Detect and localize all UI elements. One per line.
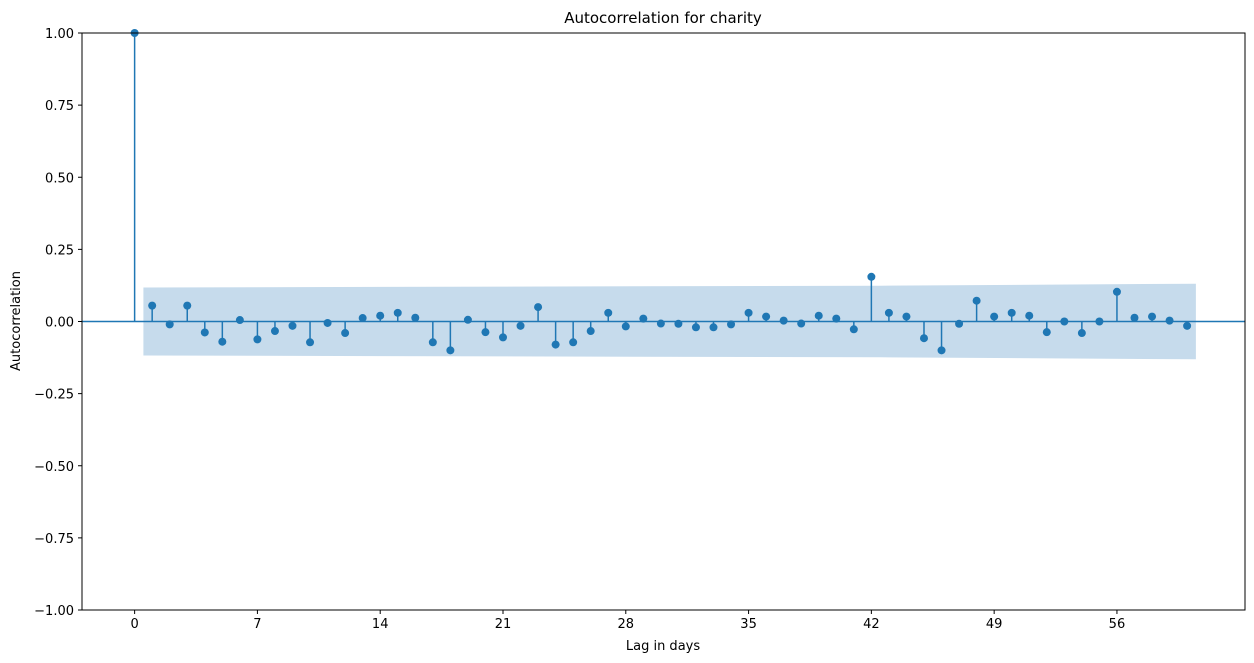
stem-marker <box>1042 328 1051 337</box>
stem-marker <box>990 312 999 321</box>
stem-marker <box>148 301 157 310</box>
x-axis-label: Lag in days <box>626 639 700 654</box>
stem-marker <box>516 321 525 330</box>
stem-marker <box>604 308 613 317</box>
y-tick-label: −0.75 <box>34 532 74 547</box>
y-tick-label: 0.75 <box>45 99 74 114</box>
stem-marker <box>393 308 402 317</box>
stem-marker <box>937 346 946 355</box>
stem-marker <box>498 333 507 342</box>
y-axis-label: Autocorrelation <box>9 271 24 371</box>
x-tick-label: 14 <box>372 617 389 632</box>
y-tick-label: 0.00 <box>45 316 74 331</box>
stem-marker <box>639 314 648 323</box>
axes: 0 7 14 21 28 35 42 49 56 1.00 0.75 0.50 0.25 0.00 −0.2… <box>34 27 1246 632</box>
stem-marker <box>1130 313 1139 322</box>
stem-marker <box>674 319 683 328</box>
stem-marker <box>797 319 806 328</box>
stem-marker <box>446 346 455 355</box>
stem-marker <box>814 311 823 320</box>
stem-marker <box>744 308 753 317</box>
stem-marker <box>727 320 736 329</box>
y-tick-label: 1.00 <box>45 27 74 42</box>
stem-marker <box>1060 317 1069 326</box>
x-tick-label: 49 <box>986 617 1003 632</box>
stem-marker <box>955 319 964 328</box>
stem-marker <box>621 322 630 331</box>
y-tick-label: 0.50 <box>45 171 74 186</box>
x-tick-label: 42 <box>863 617 880 632</box>
stem-marker <box>1165 316 1174 325</box>
x-tick-label: 21 <box>495 617 512 632</box>
stem-marker <box>884 308 893 317</box>
stem-marker <box>709 323 718 332</box>
x-tick-label: 35 <box>740 617 757 632</box>
stem-marker <box>481 328 490 337</box>
stem-marker <box>586 327 595 336</box>
y-tick-label: −1.00 <box>34 604 74 619</box>
stem-marker <box>832 314 841 323</box>
stem-marker <box>902 312 911 321</box>
stem-marker <box>972 296 981 305</box>
stem-marker <box>849 325 858 334</box>
stem-marker <box>551 340 560 349</box>
stem-marker <box>288 321 297 330</box>
stem-marker <box>534 303 543 312</box>
stem-marker <box>1025 311 1034 320</box>
stem-marker <box>1112 287 1121 296</box>
stem-marker <box>656 319 665 328</box>
stem-marker <box>867 272 876 281</box>
stem-marker <box>1148 312 1157 321</box>
stem-marker <box>919 334 928 343</box>
stem-marker <box>253 335 262 344</box>
stem-marker <box>463 315 472 324</box>
stem-marker <box>358 314 367 323</box>
stem-marker <box>762 312 771 321</box>
stem-marker <box>376 311 385 320</box>
stem-marker <box>1007 308 1016 317</box>
stem-marker <box>165 320 174 329</box>
stem-marker <box>779 316 788 325</box>
y-tick-label: 0.25 <box>45 243 74 258</box>
x-tick-label: 56 <box>1109 617 1126 632</box>
stem-marker <box>411 313 420 322</box>
stem-marker <box>428 338 437 347</box>
stem-marker <box>235 316 244 325</box>
stem-marker <box>218 337 227 346</box>
stem-marker <box>200 328 209 337</box>
stem-marker <box>341 329 350 338</box>
stem-marker <box>323 318 332 327</box>
x-tick-label: 0 <box>130 617 138 632</box>
stems <box>82 29 1245 355</box>
stem-marker <box>1077 329 1086 338</box>
stem-marker <box>306 338 315 347</box>
stem-marker <box>183 301 192 310</box>
x-tick-label: 7 <box>253 617 261 632</box>
y-tick-label: −0.50 <box>34 460 74 475</box>
chart-title: Autocorrelation for charity <box>564 9 762 27</box>
stem-marker <box>1095 317 1104 326</box>
stem-marker <box>569 338 578 347</box>
y-tick-label: −0.25 <box>34 388 74 403</box>
stem-marker <box>691 323 700 332</box>
stem-marker <box>270 327 279 336</box>
x-tick-label: 28 <box>618 617 635 632</box>
stem-marker <box>1183 321 1192 330</box>
